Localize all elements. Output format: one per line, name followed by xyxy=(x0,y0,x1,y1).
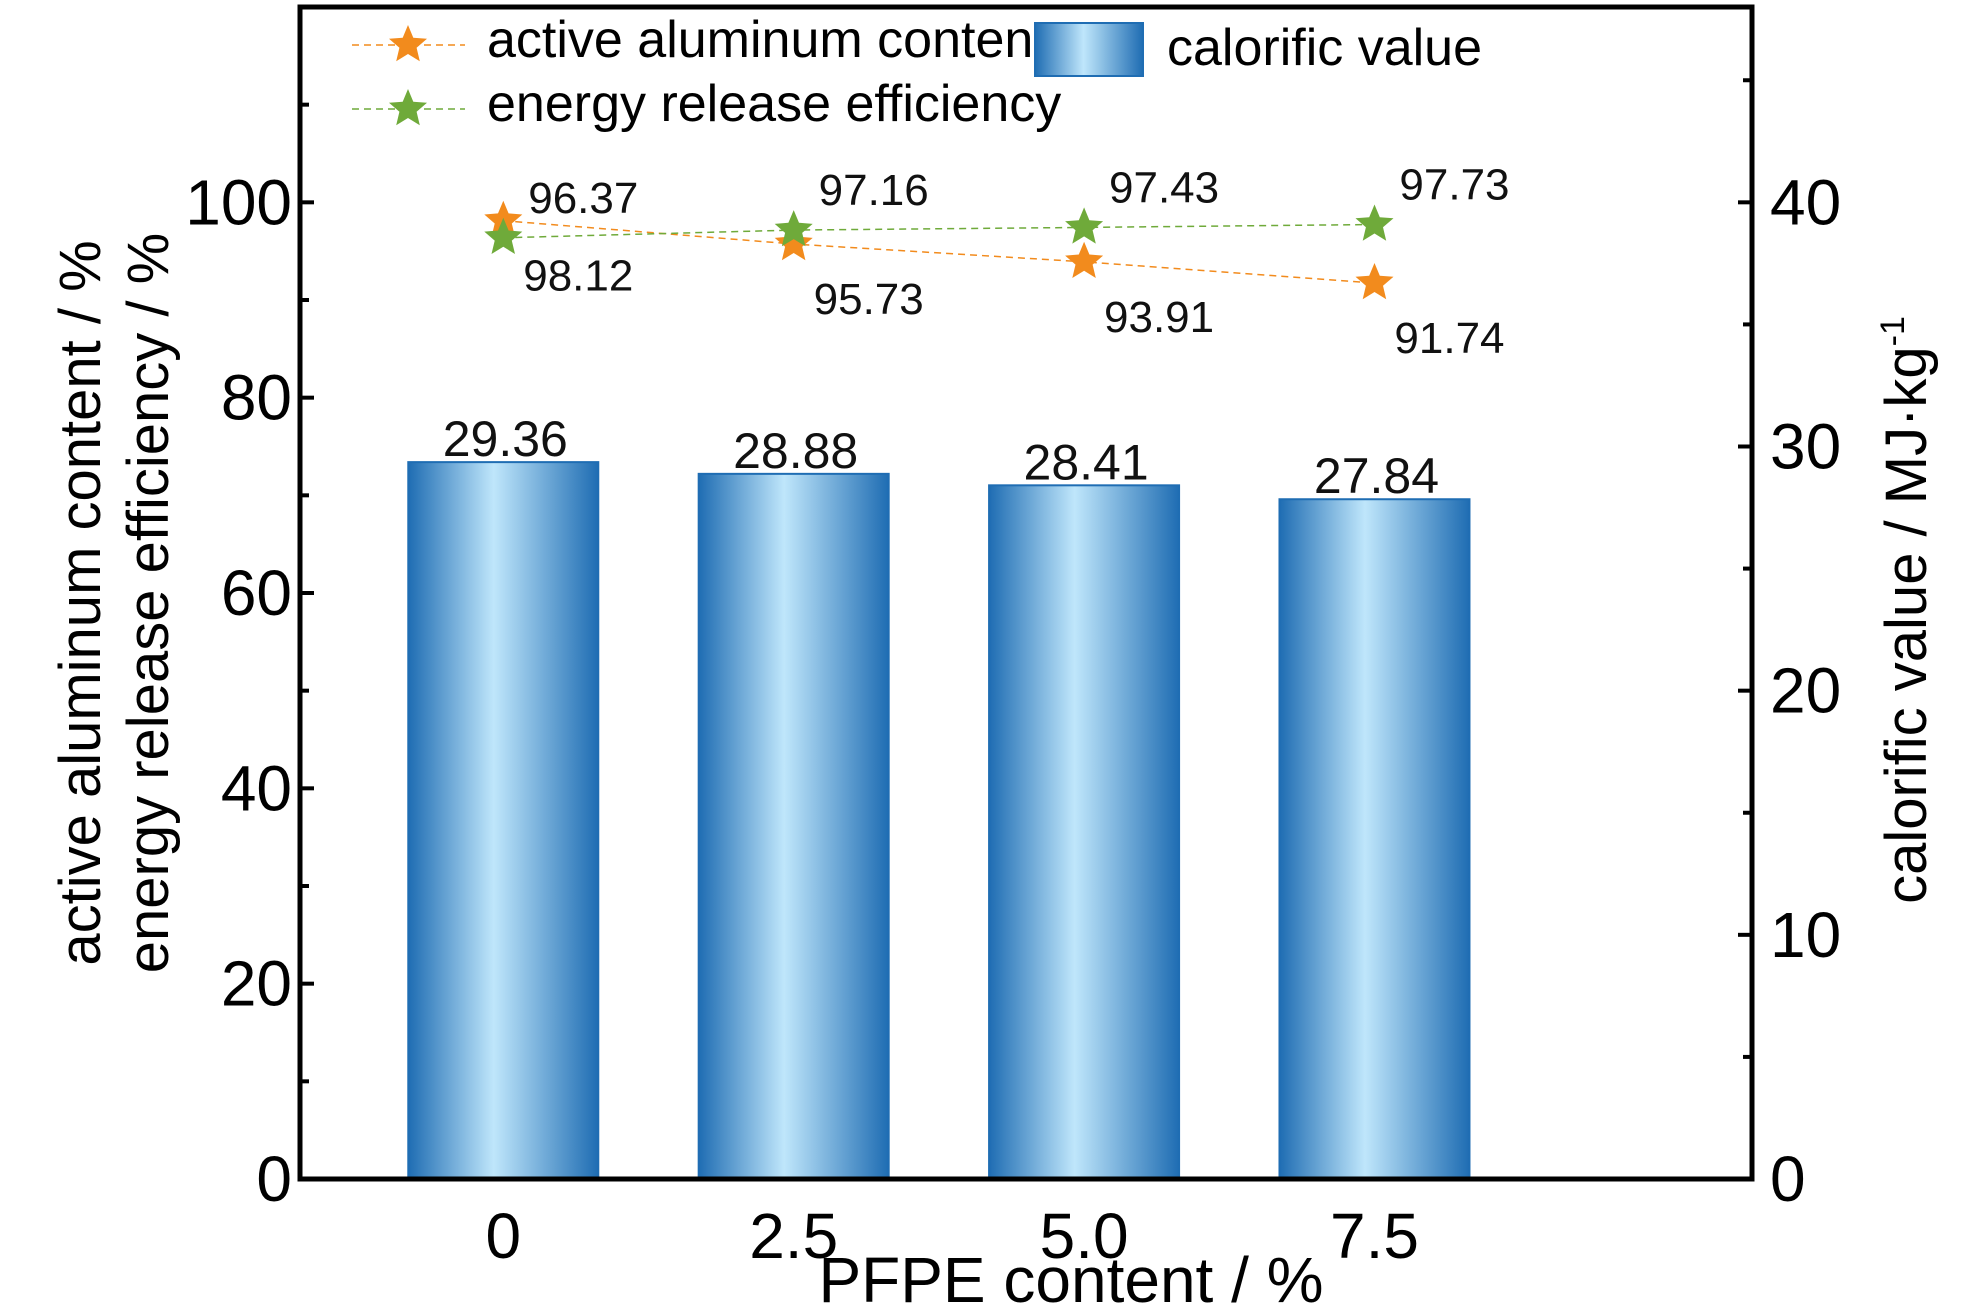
bar-value-label-1: 28.88 xyxy=(733,423,858,479)
right-axis-title-text: calorific value / MJ·kg xyxy=(1874,346,1939,904)
x-axis-title: PFPE content / % xyxy=(818,1244,1323,1311)
legend-label-1: energy release efficiency xyxy=(487,75,1061,133)
active-aluminum-label-3: 91.74 xyxy=(1394,314,1504,363)
energy-release-label-2: 97.43 xyxy=(1109,163,1219,212)
left-tick-label-5: 100 xyxy=(185,166,292,238)
marker-series-1-2 xyxy=(1065,207,1104,244)
x-tick-label-0: 0 xyxy=(485,1200,521,1272)
bar-series xyxy=(407,461,1471,1181)
legend-label-0: active aluminum content xyxy=(487,11,1048,69)
left-tick-label-2: 40 xyxy=(221,752,292,824)
bar-2 xyxy=(988,484,1181,1180)
right-tick-label-2: 20 xyxy=(1770,655,1841,727)
axis-titles: PFPE content / % active aluminum content … xyxy=(48,233,1939,1311)
marker-series-0-1 xyxy=(774,224,813,261)
right-tick-label-0: 0 xyxy=(1770,1143,1806,1215)
energy-release-label-0: 96.37 xyxy=(528,174,638,223)
left-tick-label-0: 0 xyxy=(256,1143,292,1215)
axes: 0 20 40 60 80 100 0 10 20 30 40 0 2.5 5.0 7.5 xyxy=(185,78,1841,1272)
right-tick-label-4: 40 xyxy=(1770,166,1841,238)
line-series xyxy=(484,200,1394,300)
energy-release-label-3: 97.73 xyxy=(1399,161,1509,210)
marker-series-0-3 xyxy=(1355,263,1394,300)
bar-value-label-2: 28.41 xyxy=(1024,434,1149,490)
left-tick-label-3: 60 xyxy=(221,557,292,629)
legend: active aluminum content energy release ef… xyxy=(352,11,1482,133)
legend-marker-0 xyxy=(389,25,427,62)
bar-3 xyxy=(1278,498,1471,1180)
legend-bar-swatch xyxy=(1034,22,1144,77)
marker-series-0-2 xyxy=(1065,241,1104,278)
bar-0 xyxy=(407,461,600,1181)
data-labels: 29.36 28.88 28.41 27.84 98.12 95.73 93.91 91.74… xyxy=(443,161,1510,505)
left-axis-title-line-1: energy release efficiency / % xyxy=(116,233,181,973)
line-series-0 xyxy=(503,219,1375,284)
x-tick-label-1: 2.5 xyxy=(749,1200,838,1272)
marker-series-1-1 xyxy=(774,210,813,247)
right-tick-label-1: 10 xyxy=(1770,899,1841,971)
right-axis-title-superscript: -1 xyxy=(1874,316,1912,346)
active-aluminum-label-2: 93.91 xyxy=(1104,293,1214,342)
left-tick-label-4: 80 xyxy=(221,362,292,434)
active-aluminum-label-0: 98.12 xyxy=(523,252,633,301)
active-aluminum-label-1: 95.73 xyxy=(814,275,924,324)
right-tick-label-3: 30 xyxy=(1770,411,1841,483)
bar-value-label-0: 29.36 xyxy=(443,411,568,467)
bar-1 xyxy=(697,472,890,1180)
right-axis-title: calorific value / MJ·kg-1 xyxy=(1874,316,1939,904)
marker-series-1-0 xyxy=(484,217,523,254)
line-series-1 xyxy=(503,223,1375,239)
left-tick-label-1: 20 xyxy=(221,948,292,1020)
bar-value-label-3: 27.84 xyxy=(1314,448,1439,504)
x-tick-label-3: 7.5 xyxy=(1330,1200,1419,1272)
left-axis-title-line-0: active aluminum content / % xyxy=(48,240,113,965)
energy-release-label-1: 97.16 xyxy=(819,166,929,215)
legend-marker-1 xyxy=(389,89,427,126)
x-tick-label-2: 5.0 xyxy=(1040,1200,1129,1272)
marker-series-1-3 xyxy=(1355,204,1394,241)
legend-label-bar: calorific value xyxy=(1167,19,1482,77)
